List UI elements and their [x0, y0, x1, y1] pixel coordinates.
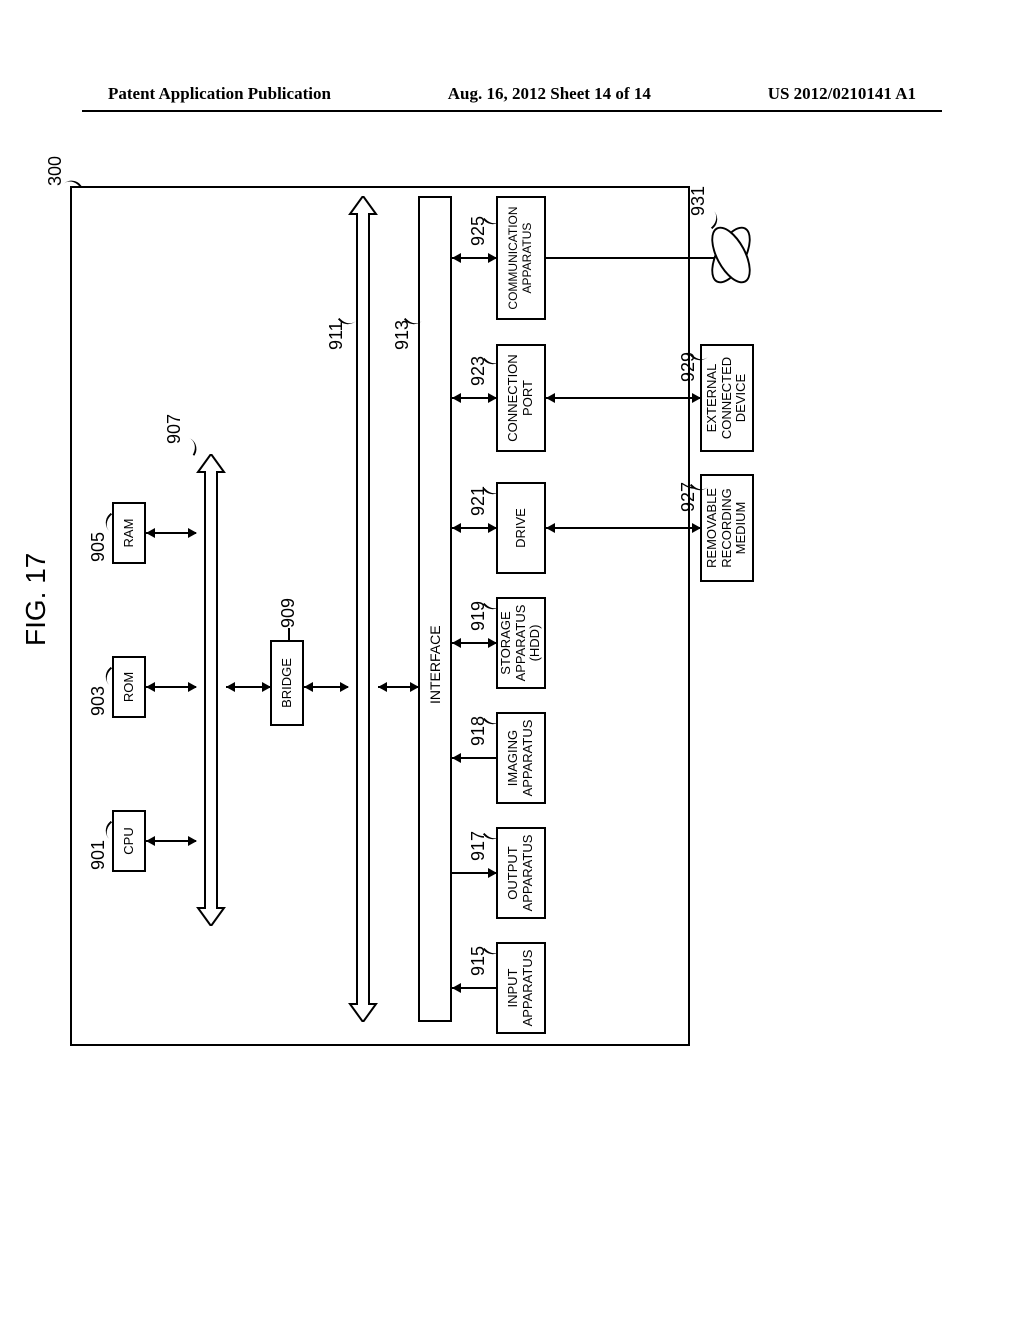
- iface-comm-up: [452, 253, 461, 263]
- header-right: US 2012/0210141 A1: [768, 84, 916, 104]
- connport-block: CONNECTION PORT: [496, 344, 546, 452]
- imaging-label: IMAGING APPARATUS: [506, 720, 536, 797]
- figure-title: FIG. 17: [20, 553, 52, 646]
- input-block: INPUT APPARATUS: [496, 942, 546, 1034]
- leader-909-line: [288, 628, 290, 640]
- ref-931: 931: [688, 186, 709, 216]
- remov-block: REMOVABLE RECORDING MEDIUM: [700, 474, 754, 582]
- drive-label: DRIVE: [514, 508, 529, 548]
- ram-label: RAM: [122, 519, 137, 548]
- iface-storage-up: [452, 638, 461, 648]
- drive-block: DRIVE: [496, 482, 546, 574]
- header-left: Patent Application Publication: [108, 84, 331, 104]
- storage-label: STORAGE APPARATUS (HDD): [499, 605, 544, 682]
- connport-label: CONNECTION PORT: [506, 354, 536, 441]
- bridge-block: BRIDGE: [270, 640, 304, 726]
- iface-connport-up: [452, 393, 461, 403]
- cpu-label: CPU: [122, 827, 137, 854]
- drive-remov-line: [546, 527, 700, 529]
- ram-arrow-up: [146, 528, 155, 538]
- interface-block: INTERFACE: [418, 196, 452, 1022]
- block-diagram: FIG. 17 300 CPU 901 ROM 903 RAM 905 907 …: [70, 246, 930, 986]
- comm-block: COMMUNICATION APPARATUS: [496, 196, 546, 320]
- extbus-iface-up: [378, 682, 387, 692]
- header-center: Aug. 16, 2012 Sheet 14 of 14: [448, 84, 651, 104]
- cpu-arrow-up: [146, 836, 155, 846]
- interface-label: INTERFACE: [427, 625, 443, 704]
- imaging-block: IMAGING APPARATUS: [496, 712, 546, 804]
- input-label: INPUT APPARATUS: [506, 950, 536, 1027]
- bridge-extbus-up: [304, 682, 313, 692]
- hostbus-bridge-up: [226, 682, 235, 692]
- extdev-label: EXTERNAL CONNECTED DEVICE: [705, 357, 750, 439]
- iface-input-up: [452, 983, 461, 993]
- iface-imaging-up: [452, 753, 461, 763]
- network-cloud: [706, 228, 750, 286]
- extdev-block: EXTERNAL CONNECTED DEVICE: [700, 344, 754, 452]
- rom-arrow-up: [146, 682, 155, 692]
- header-rule: [82, 110, 942, 112]
- ref-901: 901: [88, 840, 109, 870]
- ref-909: 909: [278, 598, 299, 628]
- connport-ext-line: [546, 397, 700, 399]
- iface-drive-up: [452, 523, 461, 533]
- ref-913: 913: [392, 320, 413, 350]
- ref-907: 907: [164, 414, 185, 444]
- page-header: Patent Application Publication Aug. 16, …: [0, 84, 1024, 104]
- rom-block: ROM: [112, 656, 146, 718]
- rom-label: ROM: [122, 672, 137, 702]
- cpu-block: CPU: [112, 810, 146, 872]
- ram-block: RAM: [112, 502, 146, 564]
- ref-911: 911: [326, 321, 347, 350]
- comm-net-line: [546, 257, 714, 259]
- output-block: OUTPUT APPARATUS: [496, 827, 546, 919]
- system-box: [70, 186, 690, 1046]
- ref-903: 903: [88, 686, 109, 716]
- ref-300: 300: [45, 156, 66, 186]
- connport-ext-up: [546, 393, 555, 403]
- host-bus: [196, 454, 226, 926]
- drive-remov-up: [546, 523, 555, 533]
- comm-label: COMMUNICATION APPARATUS: [507, 206, 535, 309]
- storage-block: STORAGE APPARATUS (HDD): [496, 597, 546, 689]
- remov-label: REMOVABLE RECORDING MEDIUM: [705, 488, 750, 568]
- ref-905: 905: [88, 532, 109, 562]
- bridge-label: BRIDGE: [280, 658, 295, 708]
- output-label: OUTPUT APPARATUS: [506, 835, 536, 912]
